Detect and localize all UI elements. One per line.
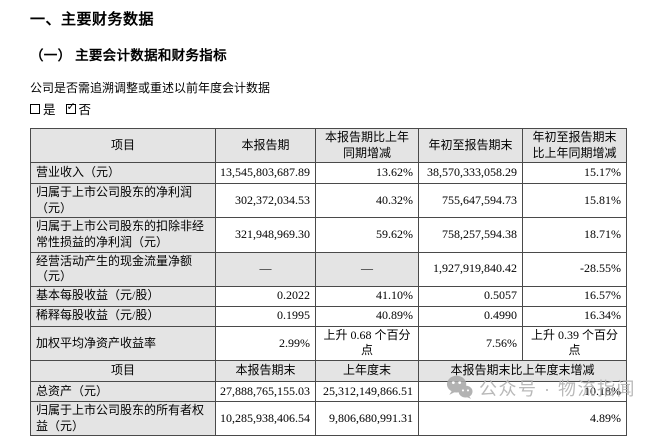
wechat-icon [446,375,473,399]
header-cell-change-vs-prior-year-end: 本报告期末比上年度末增减 [418,359,627,382]
cell-value: 27,888,765,155.03 [215,380,316,402]
cell-value: 40.32% [315,183,419,219]
cell-value: 0.1995 [215,305,316,327]
cell-value: 4.89% [418,400,627,436]
cell-value: — [215,251,316,287]
cell-value: 18.71% [522,217,627,253]
cell-value: 上升 0.68 个百分点 [315,325,419,361]
cell-value: 25,312,149,866.51 [315,380,419,402]
cell-value: 16.57% [522,285,627,307]
table2-header-row: 项目 本报告期末 上年度末 本报告期末比上年度末增减 [30,359,627,382]
cell-value: 上升 0.39 个百分点 [522,325,627,361]
cell-item: 经营活动产生的现金流量净额（元） [30,251,216,287]
cell-value: 41.10% [315,285,419,307]
table1-header-row: 项目 本报告期 本报告期比上年同期增减 年初至报告期末 年初至报告期末比上年同期… [30,127,627,164]
checkbox-no-box[interactable]: ✓ [65,100,76,114]
cell-item: 总资产（元） [30,380,216,402]
table-row-weighted-avg-roe: 加权平均净资产收益率 2.99% 上升 0.68 个百分点 7.56% 上升 0… [30,325,627,361]
table-row-total-assets: 总资产（元） 27,888,765,155.03 25,312,149,866.… [30,380,627,402]
cell-item: 加权平均净资产收益率 [30,325,216,361]
header-cell-current-period: 本报告期 [215,127,316,164]
cell-item: 归属于上市公司股东的扣除非经常性损益的净利润（元） [30,217,216,253]
checkbox-no[interactable]: ✓ 否 [65,99,92,118]
cell-value: 13.62% [315,162,419,185]
restatement-question: 公司是否需追溯调整或重述以前年度会计数据 [30,81,271,95]
header-cell-prior-year-end: 上年度末 [315,359,419,382]
cell-value: 59.62% [315,217,419,253]
table-row-diluted-eps: 稀释每股收益（元/股） 0.1995 40.89% 0.4990 16.34% [30,305,627,327]
header-cell-yoy-change: 本报告期比上年同期增减 [315,127,419,164]
cell-item: 稀释每股收益（元/股） [30,305,216,327]
header-cell-period-end: 本报告期末 [215,359,316,382]
restatement-checkbox-group: 是 ✓ 否 [30,99,91,118]
header-cell-item: 项目 [30,359,216,382]
cell-value: 0.2022 [215,285,316,307]
subsection-heading: （一） 主要会计数据和财务指标 [30,48,227,63]
cell-value: 2.99% [215,325,316,361]
cell-value: 302,372,034.53 [215,183,316,219]
cell-value: 321,948,969.30 [215,217,316,253]
table-row-operating-cash-flow: 经营活动产生的现金流量净额（元） — — 1,927,919,840.42 -2… [30,251,627,287]
table-row-net-profit-excl-nonrecurring: 归属于上市公司股东的扣除非经常性损益的净利润（元） 321,948,969.30… [30,217,627,253]
cell-value: 0.5057 [418,285,523,307]
cell-value: — [315,251,419,287]
cell-value: 7.56% [418,325,523,361]
cell-value: 15.81% [522,183,627,219]
cell-value: 15.17% [522,162,627,185]
checkbox-yes[interactable]: 是 [30,99,56,118]
table-row-net-profit: 归属于上市公司股东的净利润（元） 302,372,034.53 40.32% 7… [30,183,627,219]
cell-value: 9,806,680,991.31 [315,400,419,436]
table-row-basic-eps: 基本每股收益（元/股） 0.2022 41.10% 0.5057 16.57% [30,285,627,307]
cell-item: 归属于上市公司股东的所有者权益（元） [30,400,216,436]
checkbox-no-label: 否 [78,103,92,117]
header-cell-ytd: 年初至报告期末 [418,127,523,164]
cell-value: 38,570,333,058.29 [418,162,523,185]
watermark: 公众号 · 物流指闻 [446,374,636,401]
cell-item: 基本每股收益（元/股） [30,285,216,307]
cell-value: 758,257,594.38 [418,217,523,253]
cell-item: 营业收入（元） [30,162,216,185]
header-cell-ytd-yoy-change: 年初至报告期末比上年同期增减 [522,127,627,164]
cell-value: 16.34% [522,305,627,327]
cell-value: 10,285,938,406.54 [215,400,316,436]
financial-data-table: 项目 本报告期 本报告期比上年同期增减 年初至报告期末 年初至报告期末比上年同期… [30,127,627,436]
cell-item: 归属于上市公司股东的净利润（元） [30,183,216,219]
table-row-owners-equity: 归属于上市公司股东的所有者权益（元） 10,285,938,406.54 9,8… [30,400,627,436]
watermark-text: 公众号 · 物流指闻 [479,378,636,399]
cell-value: 13,545,803,687.89 [215,162,316,185]
checkbox-yes-box[interactable] [30,103,40,114]
checkbox-yes-label: 是 [43,103,56,117]
check-icon: ✓ [66,100,76,113]
cell-value: 0.4990 [418,305,523,327]
table-row-revenue: 营业收入（元） 13,545,803,687.89 13.62% 38,570,… [30,162,627,185]
cell-value: 1,927,919,840.42 [418,251,523,287]
header-cell-item: 项目 [30,127,216,164]
cell-value: 755,647,594.73 [418,183,523,219]
cell-value: -28.55% [522,251,627,287]
section-heading: 一、主要财务数据 [30,12,155,28]
cell-value: 40.89% [315,305,419,327]
